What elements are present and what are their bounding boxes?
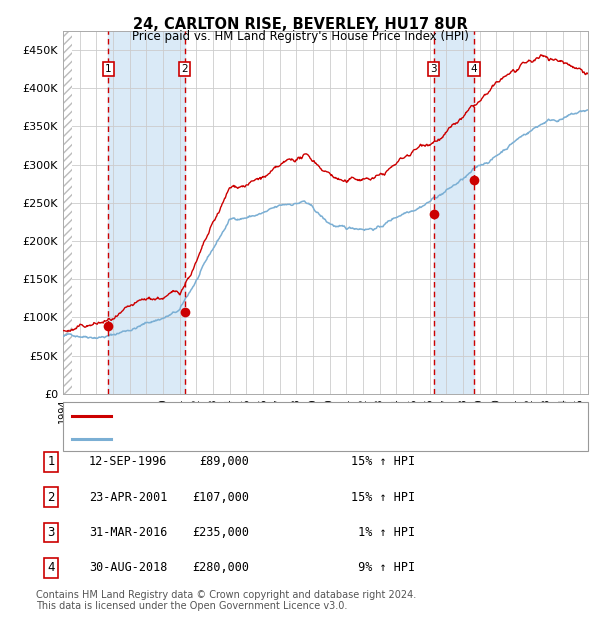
Text: 30-AUG-2018: 30-AUG-2018	[89, 562, 167, 574]
Text: 24, CARLTON RISE, BEVERLEY, HU17 8UR: 24, CARLTON RISE, BEVERLEY, HU17 8UR	[133, 17, 467, 32]
Text: 12-SEP-1996: 12-SEP-1996	[89, 456, 167, 468]
Text: This data is licensed under the Open Government Licence v3.0.: This data is licensed under the Open Gov…	[36, 601, 347, 611]
Bar	[108, 31, 185, 394]
Bar	[434, 31, 474, 394]
Text: Contains HM Land Registry data © Crown copyright and database right 2024.: Contains HM Land Registry data © Crown c…	[36, 590, 416, 600]
Text: 4: 4	[470, 64, 478, 74]
Text: £280,000: £280,000	[192, 562, 249, 574]
Text: 1% ↑ HPI: 1% ↑ HPI	[351, 526, 415, 539]
Text: £235,000: £235,000	[192, 526, 249, 539]
Text: Price paid vs. HM Land Registry's House Price Index (HPI): Price paid vs. HM Land Registry's House …	[131, 30, 469, 43]
Text: 9% ↑ HPI: 9% ↑ HPI	[351, 562, 415, 574]
Text: 4: 4	[47, 562, 55, 574]
Text: 3: 3	[431, 64, 437, 74]
Text: 23-APR-2001: 23-APR-2001	[89, 491, 167, 503]
Text: £107,000: £107,000	[192, 491, 249, 503]
Text: £89,000: £89,000	[199, 456, 249, 468]
Text: HPI: Average price, detached house, East Riding of Yorkshire: HPI: Average price, detached house, East…	[118, 434, 455, 444]
Text: 2: 2	[182, 64, 188, 74]
Text: 24, CARLTON RISE, BEVERLEY, HU17 8UR (detached house): 24, CARLTON RISE, BEVERLEY, HU17 8UR (de…	[118, 410, 450, 420]
Bar	[63, 31, 72, 394]
Text: 3: 3	[47, 526, 55, 539]
Text: 15% ↑ HPI: 15% ↑ HPI	[351, 491, 415, 503]
Text: 31-MAR-2016: 31-MAR-2016	[89, 526, 167, 539]
Text: 1: 1	[47, 456, 55, 468]
Text: 2: 2	[47, 491, 55, 503]
Text: 15% ↑ HPI: 15% ↑ HPI	[351, 456, 415, 468]
Text: 1: 1	[105, 64, 112, 74]
